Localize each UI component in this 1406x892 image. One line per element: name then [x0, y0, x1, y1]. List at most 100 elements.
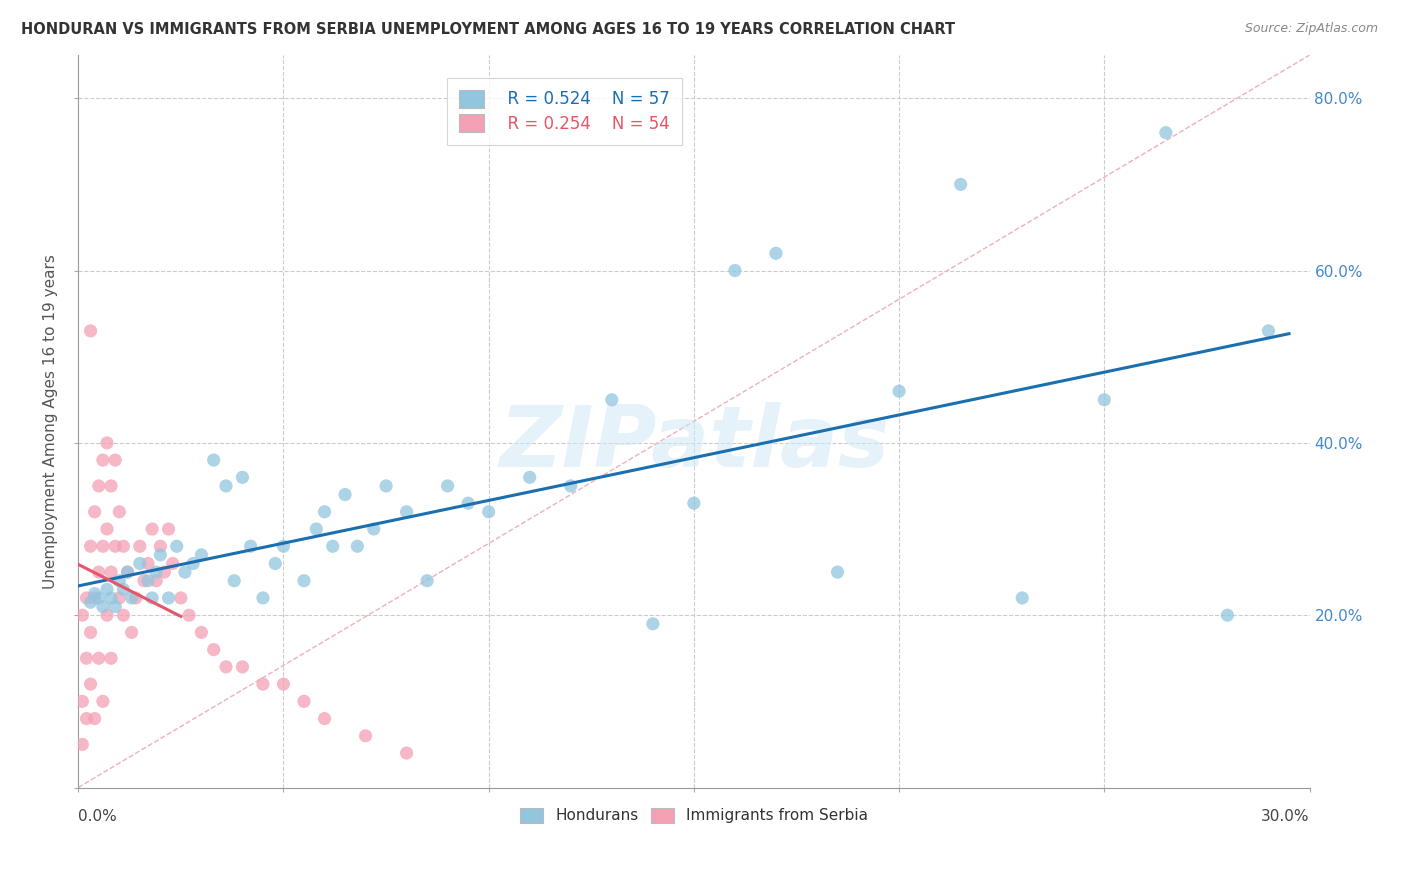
Point: [190, 625, 212, 640]
Point: [104, 599, 127, 614]
Point: [128, 539, 150, 553]
Point: [96, 582, 118, 597]
Point: [1216, 608, 1239, 623]
Point: [231, 470, 253, 484]
Point: [153, 565, 176, 579]
Point: [83, 712, 105, 726]
Point: [436, 479, 458, 493]
Point: [136, 574, 159, 588]
Point: [112, 539, 135, 553]
Point: [224, 574, 246, 588]
Point: [416, 574, 439, 588]
Point: [827, 565, 849, 579]
Point: [79, 324, 101, 338]
Point: [145, 565, 167, 579]
Point: [87, 479, 110, 493]
Point: [292, 574, 315, 588]
Point: [100, 565, 122, 579]
Point: [75, 591, 97, 605]
Point: [108, 574, 131, 588]
Y-axis label: Unemployment Among Ages 16 to 19 years: Unemployment Among Ages 16 to 19 years: [44, 254, 58, 589]
Point: [145, 574, 167, 588]
Point: [136, 557, 159, 571]
Point: [75, 712, 97, 726]
Point: [91, 539, 114, 553]
Point: [91, 453, 114, 467]
Point: [112, 608, 135, 623]
Point: [1011, 591, 1033, 605]
Point: [683, 496, 706, 510]
Text: HONDURAN VS IMMIGRANTS FROM SERBIA UNEMPLOYMENT AMONG AGES 16 TO 19 YEARS CORREL: HONDURAN VS IMMIGRANTS FROM SERBIA UNEMP…: [21, 22, 955, 37]
Point: [322, 539, 344, 553]
Text: Source: ZipAtlas.com: Source: ZipAtlas.com: [1244, 22, 1378, 36]
Point: [79, 677, 101, 691]
Point: [314, 712, 336, 726]
Point: [346, 539, 368, 553]
Point: [108, 505, 131, 519]
Point: [600, 392, 623, 407]
Point: [1154, 126, 1177, 140]
Point: [91, 694, 114, 708]
Point: [949, 178, 972, 192]
Point: [457, 496, 479, 510]
Point: [117, 565, 139, 579]
Point: [149, 539, 172, 553]
Point: [157, 522, 180, 536]
Text: 30.0%: 30.0%: [1261, 809, 1309, 824]
Point: [395, 746, 418, 760]
Point: [157, 591, 180, 605]
Point: [215, 479, 238, 493]
Point: [72, 738, 94, 752]
Point: [100, 591, 122, 605]
Point: [96, 435, 118, 450]
Point: [395, 505, 418, 519]
Point: [333, 487, 356, 501]
Point: [177, 608, 200, 623]
Point: [231, 660, 253, 674]
Point: [121, 591, 143, 605]
Point: [314, 505, 336, 519]
Point: [887, 384, 910, 399]
Point: [215, 660, 238, 674]
Point: [202, 642, 225, 657]
Point: [252, 591, 274, 605]
Point: [72, 694, 94, 708]
Point: [239, 539, 262, 553]
Point: [354, 729, 377, 743]
Point: [641, 616, 664, 631]
Point: [87, 591, 110, 605]
Point: [174, 565, 197, 579]
Point: [264, 557, 287, 571]
Point: [79, 595, 101, 609]
Point: [252, 677, 274, 691]
Point: [83, 505, 105, 519]
Point: [83, 587, 105, 601]
Point: [125, 591, 148, 605]
Point: [478, 505, 501, 519]
Point: [100, 651, 122, 665]
Point: [724, 263, 747, 277]
Point: [519, 470, 541, 484]
Text: ZIPatlas: ZIPatlas: [499, 401, 889, 484]
Point: [765, 246, 787, 260]
Point: [100, 479, 122, 493]
Point: [560, 479, 582, 493]
Point: [87, 565, 110, 579]
Point: [117, 565, 139, 579]
Point: [162, 557, 184, 571]
Point: [96, 522, 118, 536]
Point: [202, 453, 225, 467]
Point: [128, 557, 150, 571]
Point: [79, 625, 101, 640]
Point: [375, 479, 398, 493]
Point: [292, 694, 315, 708]
Point: [91, 599, 114, 614]
Point: [166, 539, 188, 553]
Point: [305, 522, 328, 536]
Point: [363, 522, 385, 536]
Point: [190, 548, 212, 562]
Legend: Hondurans, Immigrants from Serbia: Hondurans, Immigrants from Serbia: [512, 800, 876, 831]
Point: [273, 677, 295, 691]
Point: [132, 574, 155, 588]
Point: [112, 582, 135, 597]
